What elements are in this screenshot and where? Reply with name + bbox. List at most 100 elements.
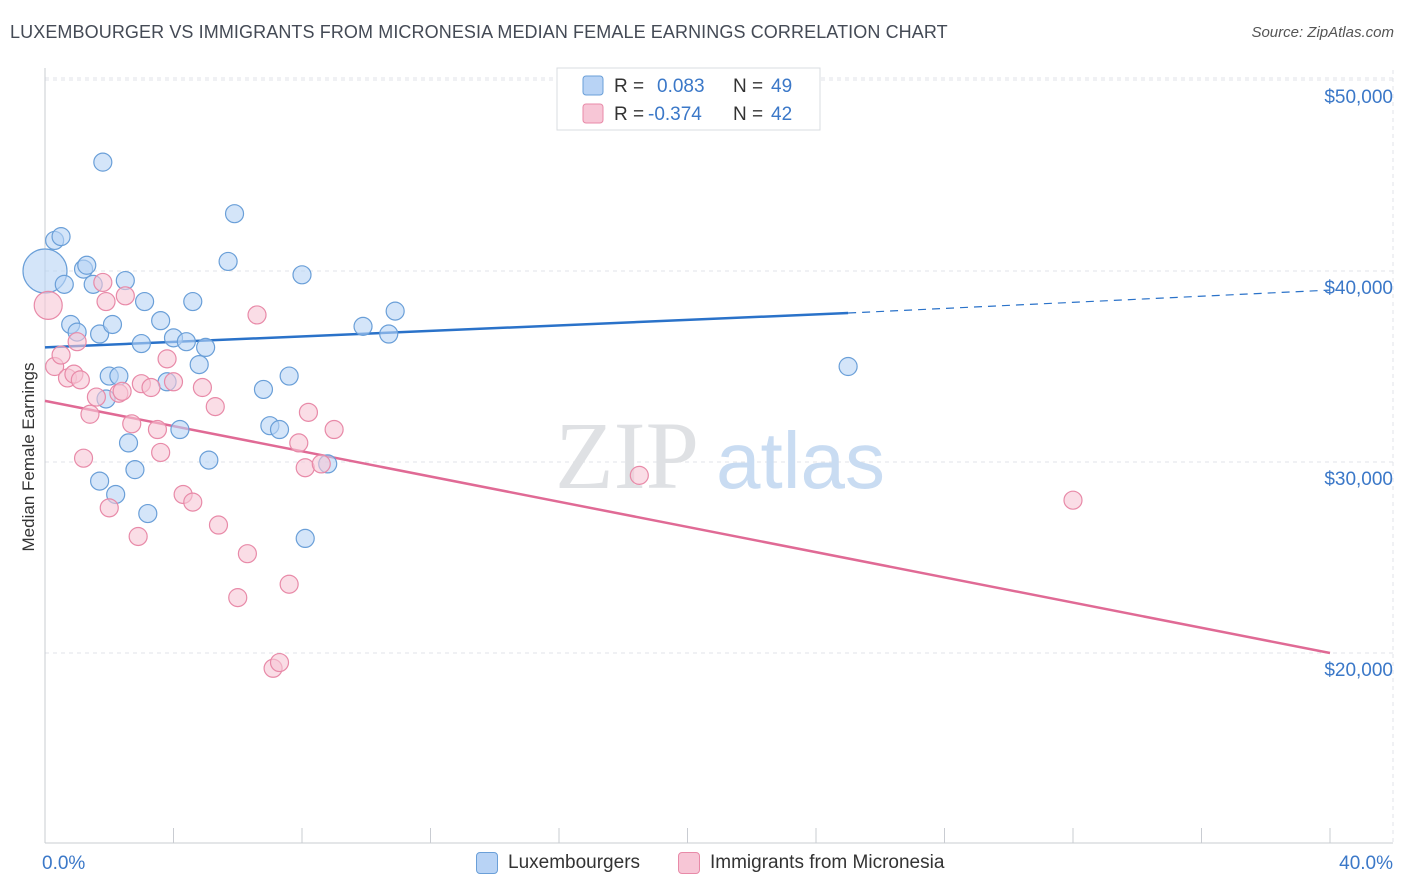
source-label: Source: ZipAtlas.com xyxy=(1251,24,1394,41)
legend-n-label-2: N = xyxy=(733,104,763,125)
point-micronesia xyxy=(147,419,168,440)
point-luxembourgers xyxy=(218,251,238,272)
point-micronesia xyxy=(1063,490,1083,510)
y-tick-label: $40,000 xyxy=(1324,278,1393,299)
legend-r-label-2: R = xyxy=(614,104,644,125)
point-luxembourgers xyxy=(90,471,110,491)
y-tick-label: $20,000 xyxy=(1324,660,1393,681)
point-luxembourgers xyxy=(170,419,190,440)
point-micronesia xyxy=(205,397,225,417)
point-micronesia xyxy=(96,291,116,312)
chart-title: LUXEMBOURGER VS IMMIGRANTS FROM MICRONES… xyxy=(10,22,948,42)
point-luxembourgers xyxy=(189,354,209,375)
point-micronesia xyxy=(163,372,184,392)
point-micronesia xyxy=(237,544,257,564)
point-luxembourgers xyxy=(54,274,74,294)
point-luxembourgers xyxy=(196,337,216,357)
point-luxembourgers xyxy=(183,291,203,312)
point-micronesia xyxy=(112,381,132,401)
point-micronesia xyxy=(228,588,248,608)
legend-item-micronesia: Immigrants from Micronesia xyxy=(678,852,944,874)
point-micronesia xyxy=(122,414,142,434)
legend-r-label-1: R = xyxy=(614,76,644,97)
legend-r-value-2: -0.374 xyxy=(648,104,702,125)
point-micronesia xyxy=(80,404,100,424)
point-micronesia xyxy=(99,498,119,518)
point-luxembourgers xyxy=(131,333,151,354)
point-luxembourgers xyxy=(102,314,123,335)
point-luxembourgers xyxy=(151,311,171,331)
watermark: ZIP atlas xyxy=(555,402,885,509)
legend-label-luxembourgers: Luxembourgers xyxy=(508,852,641,873)
legend-r-value-1: 0.083 xyxy=(657,76,705,97)
y-tick-label: $50,000 xyxy=(1324,87,1393,108)
point-micronesia xyxy=(269,652,290,673)
point-micronesia xyxy=(157,349,177,369)
point-micronesia xyxy=(295,458,315,478)
legend-item-luxembourgers: Luxembourgers xyxy=(476,852,640,874)
point-luxembourgers xyxy=(176,332,196,352)
point-luxembourgers xyxy=(77,255,97,275)
grid-layer xyxy=(45,70,1394,843)
axes-layer xyxy=(44,68,1393,844)
watermark-zip: ZIP xyxy=(555,402,699,509)
legend-swatch xyxy=(678,852,700,874)
x-tick-label: 40.0% xyxy=(1339,853,1393,874)
legend-swatch-micronesia xyxy=(582,103,604,124)
point-luxembourgers xyxy=(253,379,274,400)
point-micronesia xyxy=(247,305,267,325)
point-luxembourgers xyxy=(125,460,145,480)
trend-line-micronesia xyxy=(44,399,1331,655)
point-luxembourgers xyxy=(134,291,155,312)
point-luxembourgers xyxy=(138,503,158,524)
point-micronesia xyxy=(289,433,309,453)
point-luxembourgers xyxy=(93,152,113,172)
point-micronesia xyxy=(208,515,229,535)
point-luxembourgers xyxy=(279,366,299,386)
point-micronesia xyxy=(324,419,344,440)
y-tick-label: $30,000 xyxy=(1324,469,1393,490)
point-luxembourgers xyxy=(353,316,373,336)
point-micronesia xyxy=(73,448,94,468)
point-micronesia xyxy=(67,332,87,352)
x-tick-label: 0.0% xyxy=(42,853,85,874)
point-luxembourgers xyxy=(295,528,315,549)
point-micronesia xyxy=(298,402,319,422)
point-micronesia xyxy=(279,574,299,594)
point-luxembourgers xyxy=(199,450,219,470)
correlation-legend: R = 0.083 N = 49 R = -0.374 N = 42 xyxy=(556,67,821,131)
point-micronesia xyxy=(70,370,90,390)
point-micronesia xyxy=(93,272,113,293)
point-luxembourgers xyxy=(224,204,245,224)
point-luxembourgers xyxy=(269,419,290,440)
point-micronesia xyxy=(86,387,107,407)
point-micronesia xyxy=(183,492,203,512)
point-micronesia xyxy=(141,377,161,398)
tick-labels: $20,000 $30,000 $40,000 $50,000 0.0% 40.0% xyxy=(42,87,1393,874)
point-micronesia xyxy=(33,290,63,320)
point-luxembourgers xyxy=(118,433,139,453)
legend-n-label-1: N = xyxy=(733,76,763,97)
point-micronesia xyxy=(192,377,213,398)
point-micronesia xyxy=(151,442,171,463)
legend-swatch xyxy=(476,852,498,874)
legend-n-value-1: 49 xyxy=(771,76,792,97)
trend-line-luxembourgers-extension xyxy=(848,289,1331,314)
point-micronesia xyxy=(51,345,71,365)
legend-n-value-2: 42 xyxy=(771,104,792,125)
y-axis-label: Median Female Earnings xyxy=(19,363,38,552)
point-luxembourgers xyxy=(385,301,405,321)
point-luxembourgers xyxy=(379,324,399,344)
point-micronesia xyxy=(115,286,135,306)
legend-label-micronesia: Immigrants from Micronesia xyxy=(710,852,945,873)
watermark-atlas: atlas xyxy=(716,416,885,505)
point-micronesia xyxy=(128,526,148,547)
point-luxembourgers xyxy=(51,227,71,247)
series-legend: Luxembourgers Immigrants from Micronesia xyxy=(0,852,1406,878)
point-luxembourgers xyxy=(90,324,110,344)
point-micronesia xyxy=(629,465,649,485)
point-luxembourgers xyxy=(292,265,312,285)
point-luxembourgers xyxy=(838,356,858,377)
point-micronesia xyxy=(311,454,331,474)
